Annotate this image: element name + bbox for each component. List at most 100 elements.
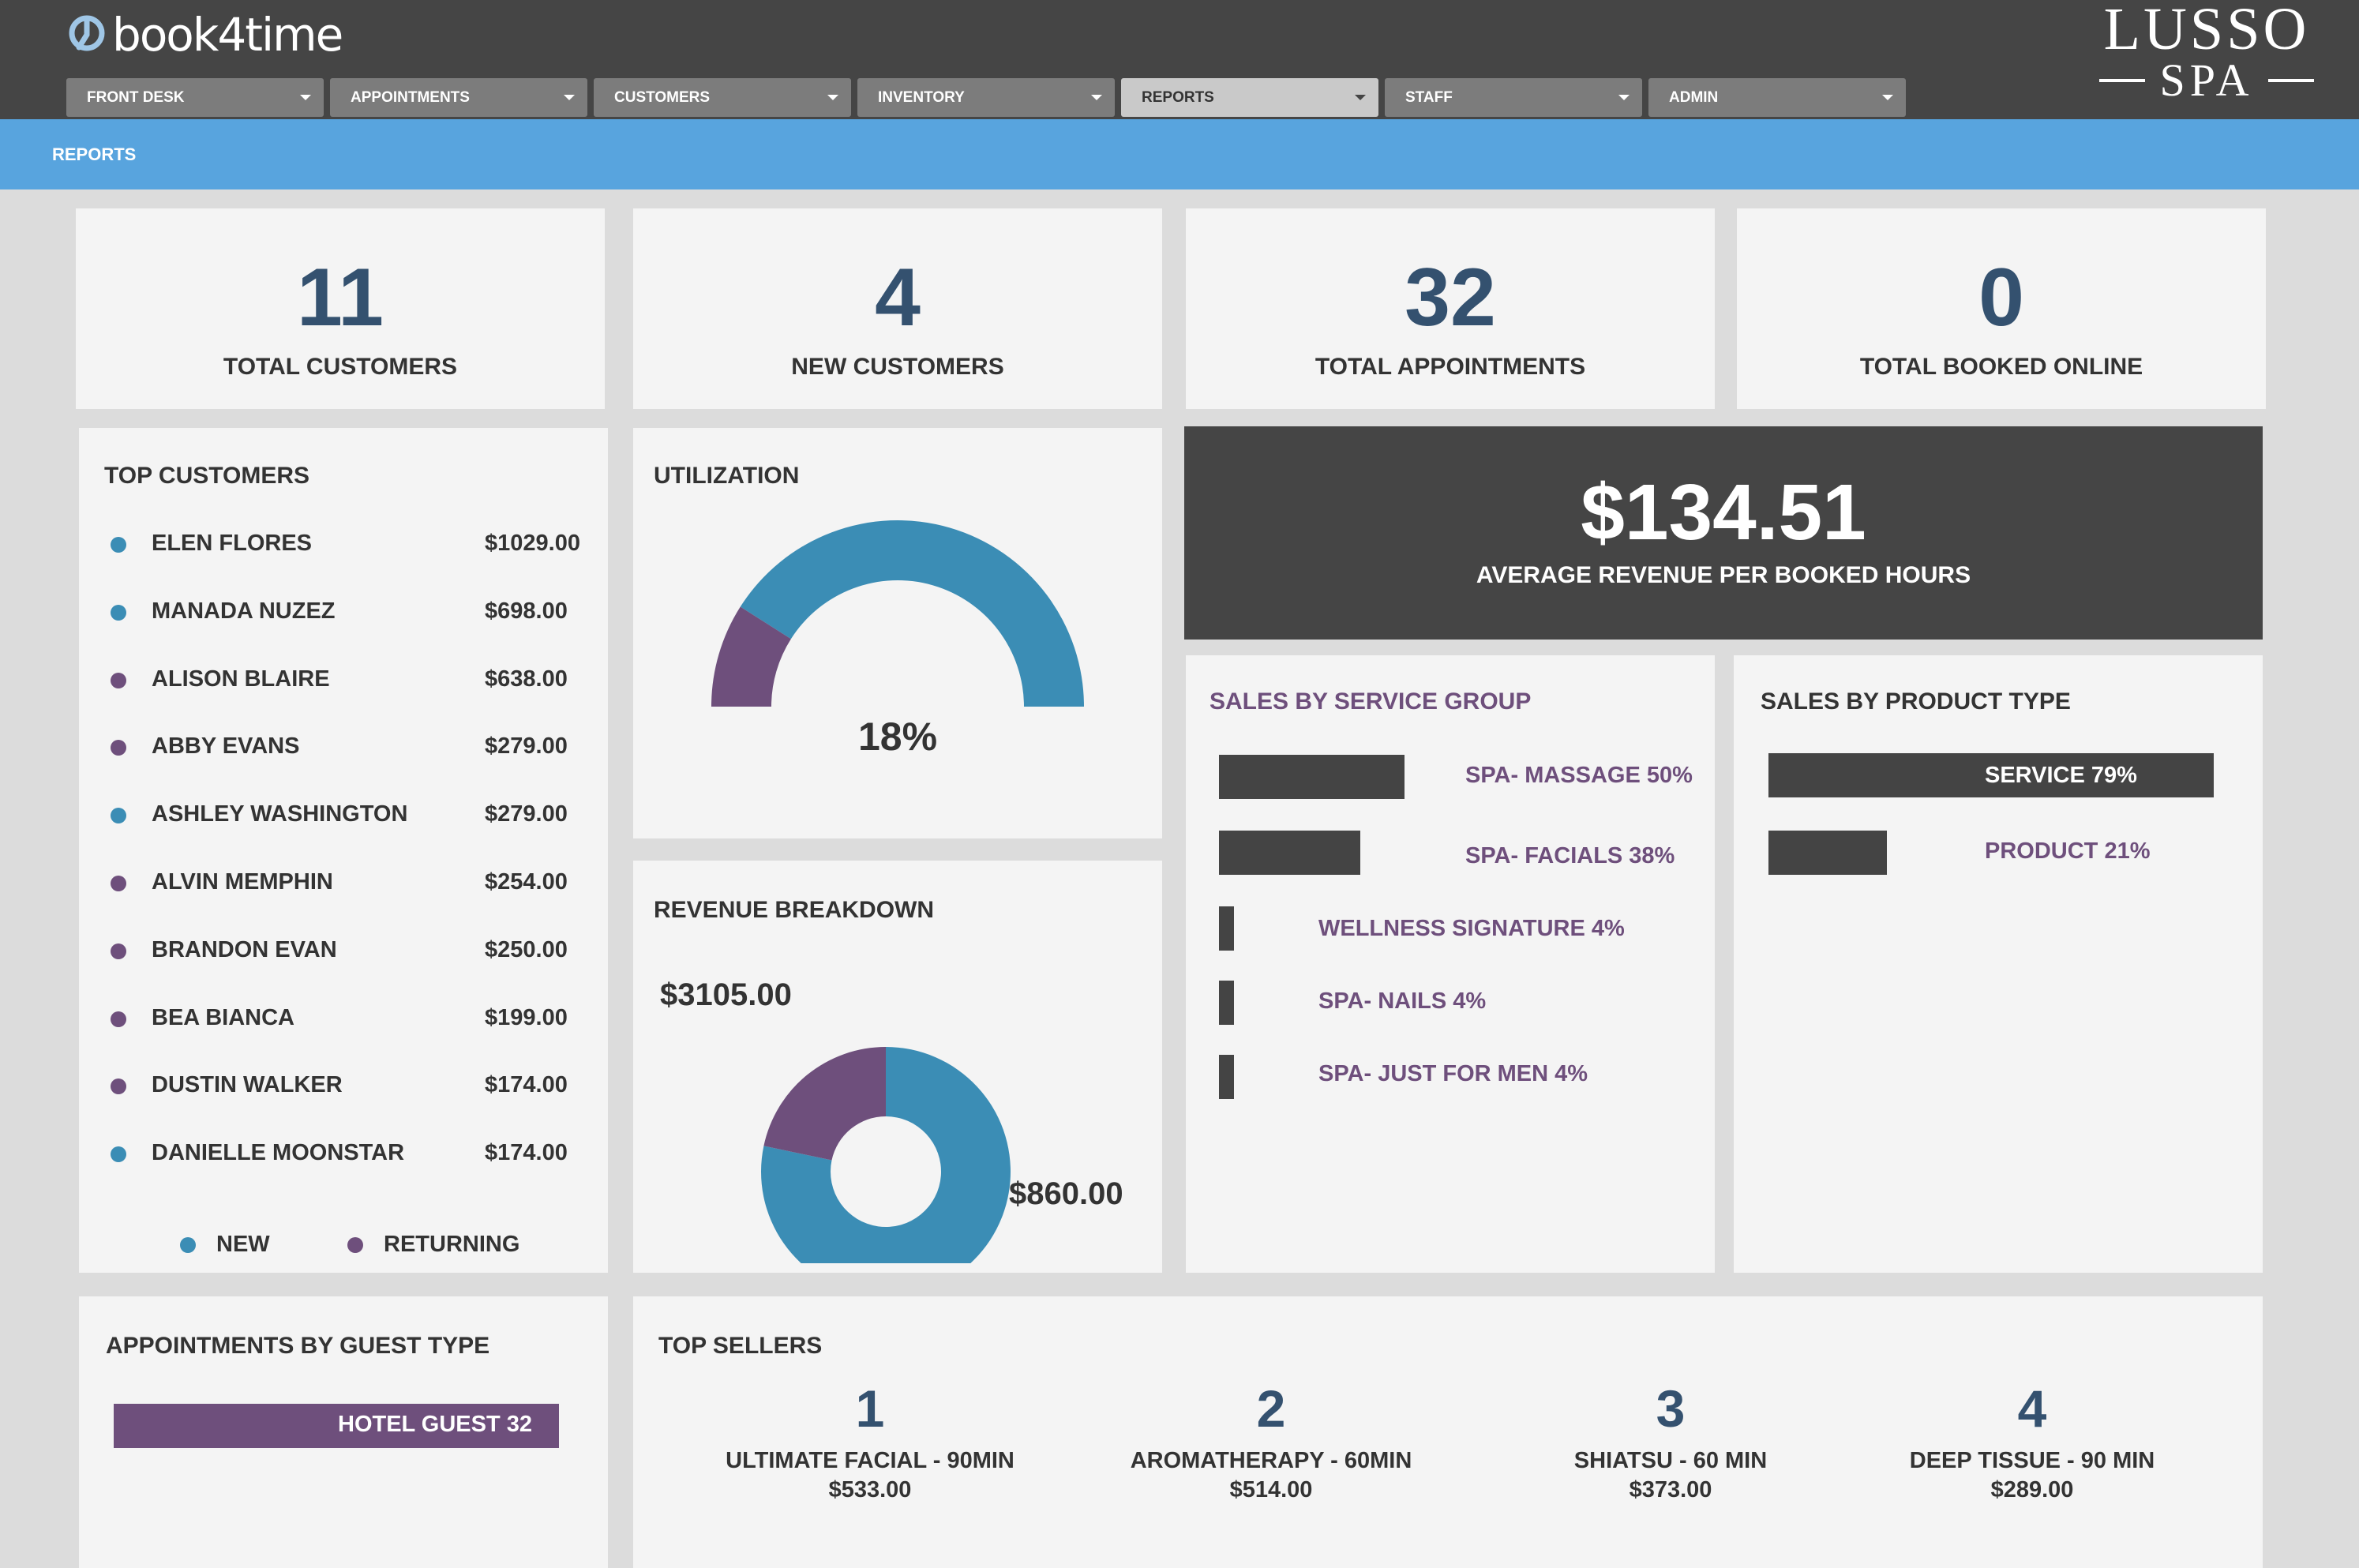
nav-item-label: STAFF xyxy=(1405,88,1453,106)
bar-hotel-guest[interactable] xyxy=(114,1404,559,1448)
brand-subname-text: SPA xyxy=(2159,54,2254,106)
nav-item-front-desk[interactable]: FRONT DESK xyxy=(66,78,324,117)
chevron-down-icon xyxy=(1618,95,1630,100)
seller-rank: 1 xyxy=(855,1379,885,1438)
donut-label-b: $860.00 xyxy=(1009,1176,1123,1211)
nav-item-customers[interactable]: CUSTOMERS xyxy=(594,78,851,117)
card-title: REVENUE BREAKDOWN xyxy=(654,897,935,923)
stat-label: TOTAL APPOINTMENTS xyxy=(1315,354,1586,380)
list-item[interactable]: ALISON BLAIRE $638.00 xyxy=(107,663,581,695)
chevron-down-icon xyxy=(827,95,838,100)
donut-label-a: $3105.00 xyxy=(660,977,792,1012)
brand-subname: SPA xyxy=(2084,54,2329,106)
seller-price: $533.00 xyxy=(828,1477,912,1502)
donut-segment-b xyxy=(763,1047,886,1161)
list-item[interactable]: DANIELLE MOONSTAR $174.00 xyxy=(107,1137,581,1168)
nav-item-admin[interactable]: ADMIN xyxy=(1648,78,1906,117)
customer-amount: $254.00 xyxy=(485,869,568,895)
card-title: TOP SELLERS xyxy=(658,1333,823,1359)
list-item[interactable]: ELEN FLORES $1029.00 xyxy=(107,527,581,559)
breadcrumb[interactable]: REPORTS xyxy=(52,144,137,164)
customer-name: ASHLEY WASHINGTON xyxy=(152,801,408,827)
list-item[interactable]: ALVIN MEMPHIN $254.00 xyxy=(107,866,581,898)
list-item[interactable]: BRANDON EVAN $250.00 xyxy=(107,934,581,966)
bar-label: PRODUCT 21% xyxy=(1985,838,2151,864)
customer-name: ELEN FLORES xyxy=(152,531,313,556)
card-title: SALES BY SERVICE GROUP xyxy=(1210,688,1532,715)
customer-name: DUSTIN WALKER xyxy=(152,1072,343,1098)
bar-wellness-signature[interactable] xyxy=(1219,906,1234,951)
gauge-segment-share xyxy=(711,606,791,707)
seller-name: DEEP TISSUE - 90 MIN xyxy=(1909,1448,2155,1473)
top-seller-item[interactable]: 3 SHIATSU - 60 MIN $373.00 xyxy=(1473,1379,1868,1503)
list-item[interactable]: DUSTIN WALKER $174.00 xyxy=(107,1069,581,1101)
brand-name: LUSSO xyxy=(2103,0,2310,62)
stat-label: TOTAL BOOKED ONLINE xyxy=(1859,354,2143,380)
list-item[interactable]: BEA BIANCA $199.00 xyxy=(107,1002,581,1033)
bar-spa-nails[interactable] xyxy=(1219,981,1234,1025)
utilization-value: 18% xyxy=(857,715,938,759)
logo-text: book4time xyxy=(112,8,343,62)
app-logo[interactable]: book4time xyxy=(66,8,343,62)
brand-logo: LUSSO SPA xyxy=(2084,0,2329,106)
avg-revenue-value: $134.51 xyxy=(1581,468,1866,557)
bar-service[interactable] xyxy=(1768,753,2215,797)
bar-spa-facials[interactable] xyxy=(1219,831,1360,875)
customer-type-dot xyxy=(111,537,126,553)
customer-amount: $279.00 xyxy=(485,801,568,827)
bar-label: SPA- NAILS 4% xyxy=(1318,988,1487,1014)
customer-type-dot xyxy=(111,876,126,891)
nav-item-staff[interactable]: STAFF xyxy=(1385,78,1642,117)
utilization-gauge xyxy=(711,520,1084,707)
bar-spa-just-for-men[interactable] xyxy=(1219,1055,1234,1099)
customer-amount: $279.00 xyxy=(485,733,568,760)
revenue-donut xyxy=(761,1047,1011,1263)
card-title: SALES BY PRODUCT TYPE xyxy=(1761,688,2071,715)
seller-rank: 3 xyxy=(1656,1379,1686,1438)
brand-dash xyxy=(2267,79,2314,82)
stat-card-new-customers: 4 NEW CUSTOMERS xyxy=(633,208,1162,409)
customer-type-dot xyxy=(111,943,126,959)
customer-amount: $1029.00 xyxy=(485,531,580,556)
stat-value: 11 xyxy=(297,252,384,343)
bar-label: SERVICE 79% xyxy=(1985,763,2137,788)
customer-amount: $698.00 xyxy=(485,598,568,624)
avg-revenue-banner: $134.51 AVERAGE REVENUE PER BOOKED HOURS xyxy=(1184,426,2263,640)
chevron-down-icon xyxy=(1355,95,1366,100)
bar-spa-massage[interactable] xyxy=(1219,755,1405,799)
top-seller-item[interactable]: 2 AROMATHERAPY - 60MIN $514.00 xyxy=(1074,1379,1468,1503)
seller-rank: 2 xyxy=(1256,1379,1286,1438)
seller-price: $514.00 xyxy=(1229,1477,1313,1502)
seller-price: $289.00 xyxy=(1990,1477,2074,1502)
seller-name: SHIATSU - 60 MIN xyxy=(1573,1448,1768,1473)
nav-item-inventory[interactable]: INVENTORY xyxy=(857,78,1115,117)
bar-label: WELLNESS SIGNATURE 4% xyxy=(1318,916,1625,941)
stat-value: 32 xyxy=(1405,252,1496,343)
nav-item-label: CUSTOMERS xyxy=(614,88,711,106)
customer-type-dot xyxy=(111,604,126,621)
customer-name: ALVIN MEMPHIN xyxy=(152,869,333,895)
list-item[interactable]: ABBY EVANS $279.00 xyxy=(107,730,581,762)
top-seller-item[interactable]: 4 DEEP TISSUE - 90 MIN $289.00 xyxy=(1835,1379,2230,1503)
sales-by-product-type-card: SALES BY PRODUCT TYPE SERVICE 79% PRODUC… xyxy=(1734,655,2263,1273)
top-bar: book4time FRONT DESK APPOINTMENTS CUSTOMER… xyxy=(0,0,2359,119)
list-item[interactable]: ASHLEY WASHINGTON $279.00 xyxy=(107,798,581,830)
seller-rank: 4 xyxy=(2017,1379,2047,1438)
seller-name: ULTIMATE FACIAL - 90MIN xyxy=(726,1448,1014,1473)
chevron-down-icon xyxy=(300,95,311,100)
utilization-card: UTILIZATION 18% xyxy=(633,428,1162,838)
legend-returning: RETURNING xyxy=(347,1232,519,1258)
list-item[interactable]: MANADA NUZEZ $698.00 xyxy=(107,595,581,627)
stat-card-total-customers: 11 TOTAL CUSTOMERS xyxy=(76,208,605,409)
customer-amount: $638.00 xyxy=(485,666,568,692)
bar-product[interactable] xyxy=(1768,831,1887,875)
nav-item-appointments[interactable]: APPOINTMENTS xyxy=(330,78,587,117)
appointments-by-guest-type-card: APPOINTMENTS BY GUEST TYPE HOTEL GUEST 3… xyxy=(79,1296,608,1568)
customer-name: MANADA NUZEZ xyxy=(152,598,336,624)
top-seller-item[interactable]: 1 ULTIMATE FACIAL - 90MIN $533.00 xyxy=(673,1379,1067,1503)
customer-type-dot xyxy=(111,1011,126,1027)
customer-name: DANIELLE MOONSTAR xyxy=(152,1140,405,1166)
nav-item-reports[interactable]: REPORTS xyxy=(1121,78,1378,117)
top-sellers-card: TOP SELLERS 1 ULTIMATE FACIAL - 90MIN $5… xyxy=(633,1296,2263,1568)
book4time-logo-icon xyxy=(69,15,105,51)
